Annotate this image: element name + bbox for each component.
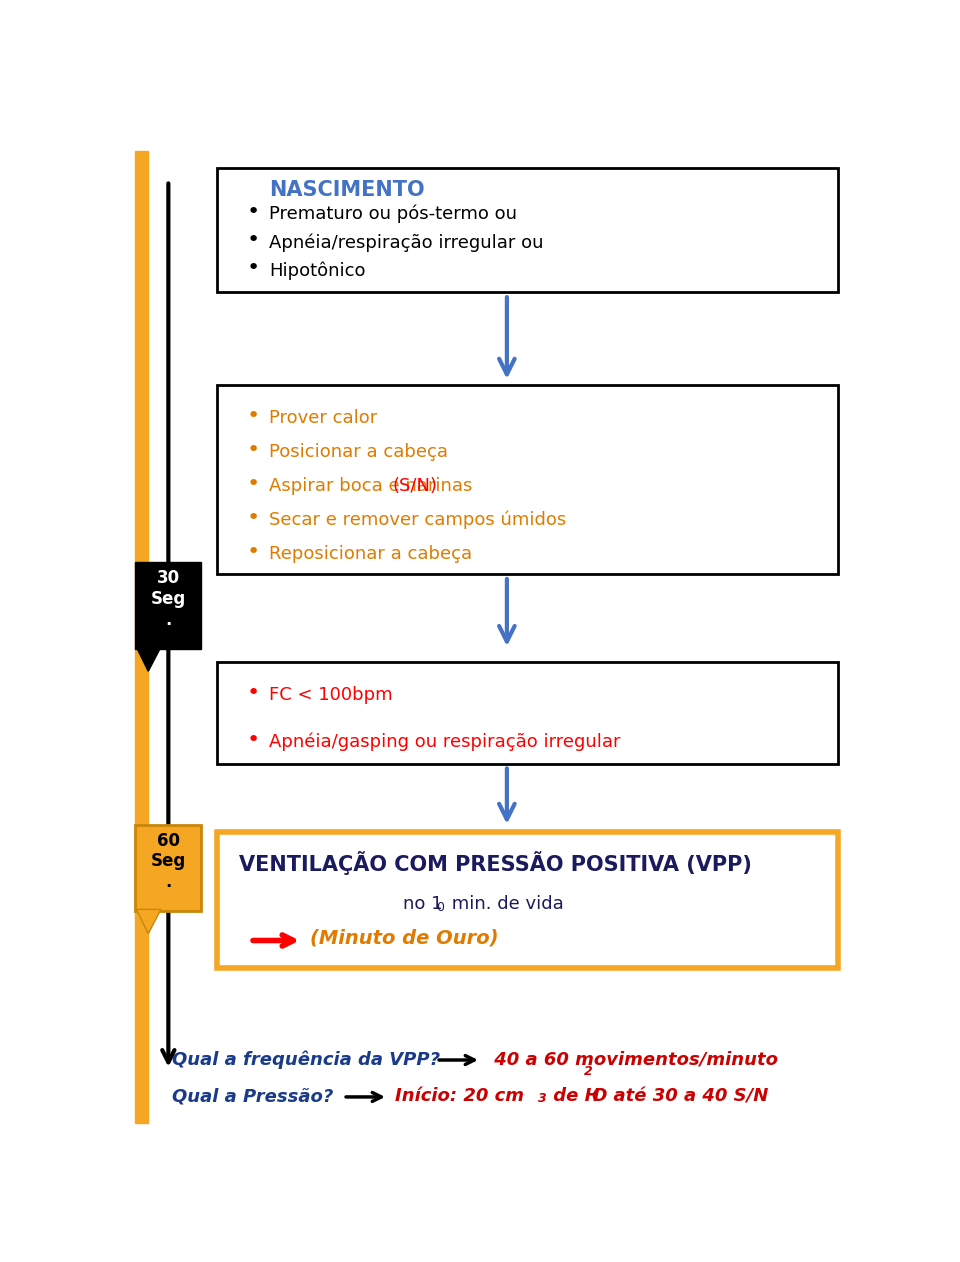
Text: Secar e remover campos úmidos: Secar e remover campos úmidos xyxy=(269,511,566,530)
Text: Posicionar a cabeça: Posicionar a cabeça xyxy=(269,443,447,461)
Text: •: • xyxy=(247,543,260,562)
Text: Qual a Pressão?: Qual a Pressão? xyxy=(172,1088,333,1106)
Polygon shape xyxy=(136,910,161,934)
Text: Apnéia/gasping ou respiração irregular: Apnéia/gasping ou respiração irregular xyxy=(269,732,620,751)
FancyBboxPatch shape xyxy=(217,168,838,293)
Text: •: • xyxy=(247,683,260,703)
FancyBboxPatch shape xyxy=(134,825,201,911)
Text: Hipotônico: Hipotônico xyxy=(269,261,366,280)
Text: •: • xyxy=(247,259,260,279)
Text: 30
Seg
.: 30 Seg . xyxy=(151,569,186,628)
Text: Aspirar boca e narinas: Aspirar boca e narinas xyxy=(269,477,478,495)
Text: (S/N): (S/N) xyxy=(392,477,437,495)
Text: 60
Seg
.: 60 Seg . xyxy=(151,832,186,891)
Text: Apnéia/respiração irregular ou: Apnéia/respiração irregular ou xyxy=(269,233,543,251)
Text: •: • xyxy=(247,230,260,250)
Text: de H: de H xyxy=(547,1088,600,1106)
Text: •: • xyxy=(247,509,260,528)
Text: Reposicionar a cabeça: Reposicionar a cabeça xyxy=(269,545,472,563)
Text: •: • xyxy=(247,440,260,461)
Text: 3: 3 xyxy=(539,1092,547,1106)
Text: NASCIMENTO: NASCIMENTO xyxy=(269,179,424,199)
FancyBboxPatch shape xyxy=(217,385,838,574)
Text: Prematuro ou pós-termo ou: Prematuro ou pós-termo ou xyxy=(269,204,516,223)
Text: Prover calor: Prover calor xyxy=(269,409,377,427)
FancyBboxPatch shape xyxy=(217,661,838,764)
Text: VENTILAÇÃO COM PRESSÃO POSITIVA (VPP): VENTILAÇÃO COM PRESSÃO POSITIVA (VPP) xyxy=(239,851,752,875)
FancyBboxPatch shape xyxy=(134,563,201,649)
Text: •: • xyxy=(247,202,260,222)
Polygon shape xyxy=(136,647,161,671)
Bar xyxy=(134,151,148,1123)
Text: min. de vida: min. de vida xyxy=(445,895,564,912)
Text: Início: 20 cm: Início: 20 cm xyxy=(396,1088,524,1106)
Text: •: • xyxy=(247,406,260,427)
FancyBboxPatch shape xyxy=(217,832,838,968)
Text: Qual a frequência da VPP?: Qual a frequência da VPP? xyxy=(172,1050,441,1069)
Text: (Minuto de Ouro): (Minuto de Ouro) xyxy=(310,929,498,948)
Text: 0: 0 xyxy=(436,901,444,914)
Text: •: • xyxy=(247,729,260,750)
Text: 40 a 60 movimentos/minuto: 40 a 60 movimentos/minuto xyxy=(489,1050,779,1069)
Text: no 1: no 1 xyxy=(403,895,443,912)
Text: FC < 100bpm: FC < 100bpm xyxy=(269,687,393,704)
Text: O até 30 a 40 S/N: O até 30 a 40 S/N xyxy=(592,1088,769,1106)
Text: 2: 2 xyxy=(585,1065,593,1078)
Text: •: • xyxy=(247,475,260,493)
